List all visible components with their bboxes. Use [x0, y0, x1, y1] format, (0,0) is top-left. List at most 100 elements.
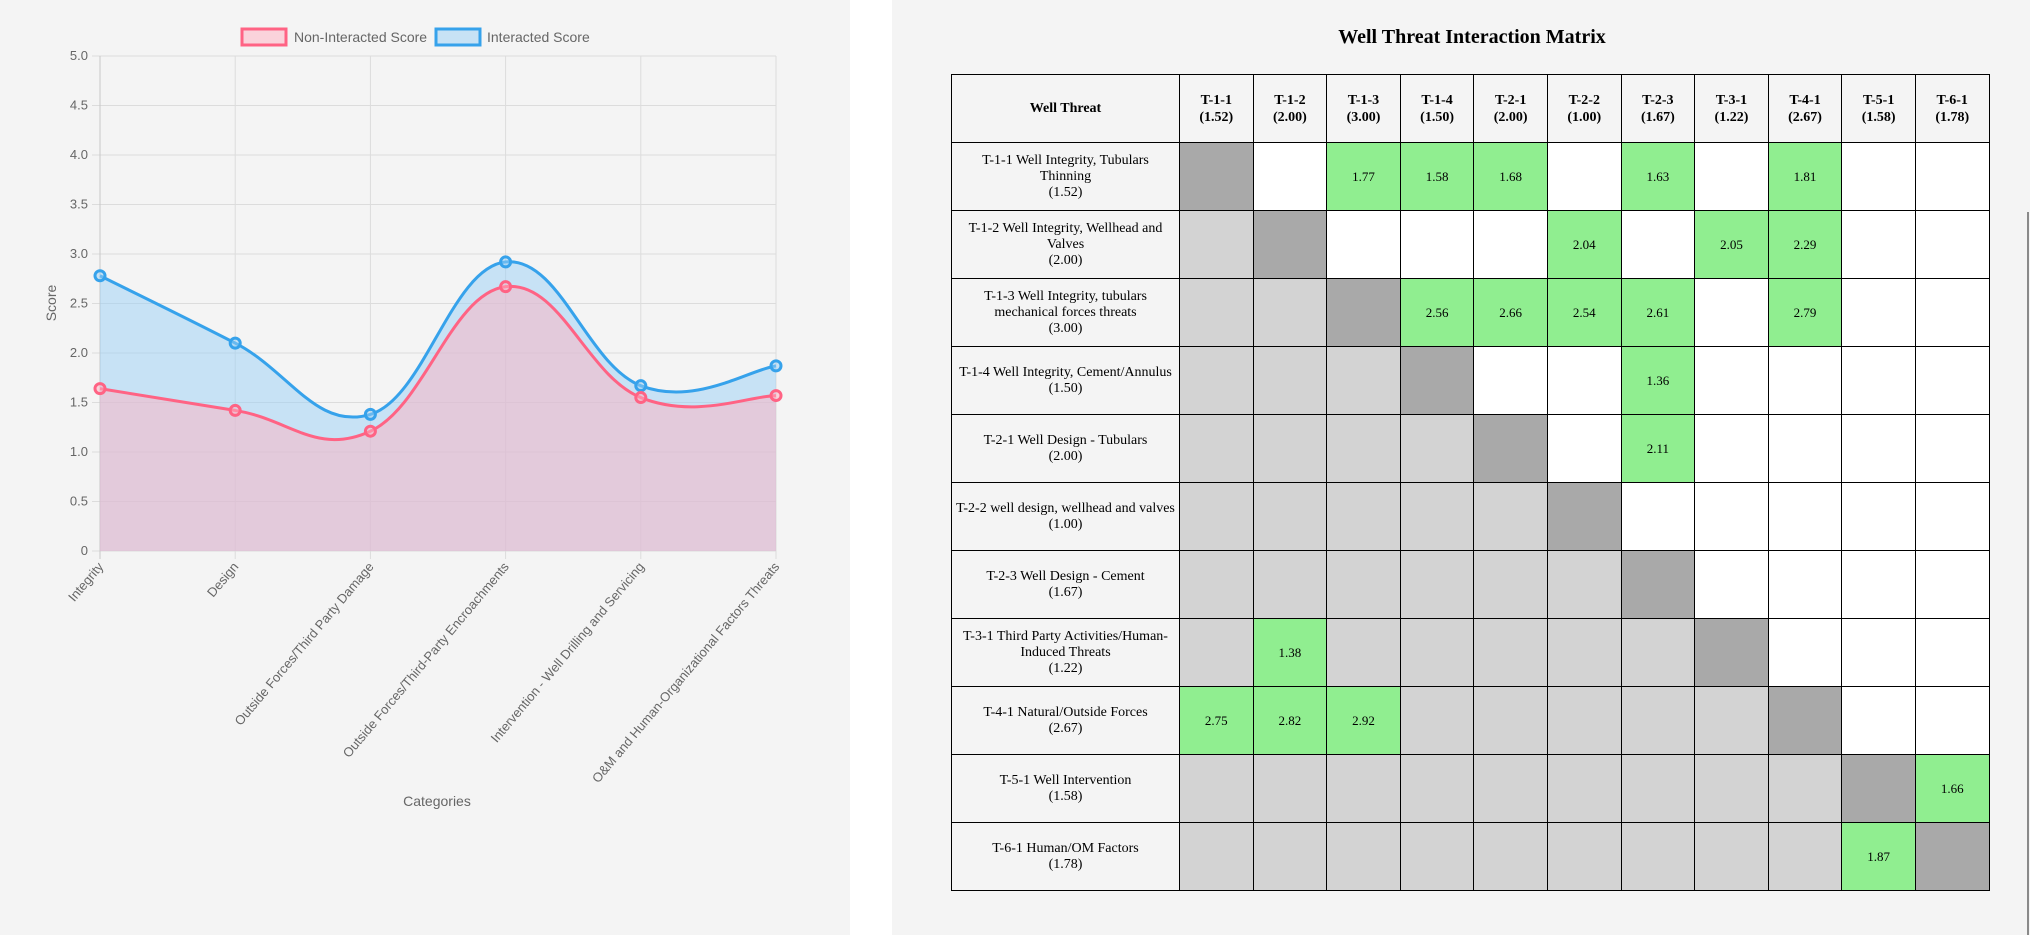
matrix-cell-lower	[1326, 346, 1401, 415]
matrix-cell-lower	[1399, 414, 1475, 483]
data-point-non-interacted[interactable]	[634, 391, 648, 405]
matrix-cell-diagonal	[1767, 686, 1843, 755]
matrix-cell-empty	[1767, 550, 1843, 619]
matrix-row: T-2-1 Well Design - Tubulars (2.00) 2.11	[951, 414, 1990, 483]
matrix-cell-lower	[1399, 618, 1475, 687]
column-header-id: T-2-3	[1642, 92, 1674, 108]
row-header-label: T-5-1 Well Intervention	[999, 772, 1132, 788]
row-header: T-1-4 Well Integrity, Cement/Annulus (1.5…	[951, 346, 1180, 415]
matrix-cell-interaction: 1.58	[1399, 142, 1475, 211]
data-point-interacted[interactable]	[499, 255, 513, 269]
vertical-scrollbar[interactable]	[2027, 212, 2029, 935]
matrix-cell-lower	[1694, 686, 1769, 755]
data-point-non-interacted[interactable]	[228, 403, 242, 417]
data-point-non-interacted[interactable]	[499, 280, 513, 294]
data-point-interacted[interactable]	[228, 336, 242, 350]
legend-swatch-non-interacted[interactable]	[240, 27, 288, 47]
matrix-cell-lower	[1252, 754, 1328, 823]
matrix-cell-lower	[1326, 618, 1401, 687]
matrix-cell-lower	[1546, 618, 1622, 687]
data-point-interacted[interactable]	[363, 407, 377, 421]
matrix-cell-lower	[1252, 482, 1328, 551]
matrix-cell-lower	[1399, 686, 1475, 755]
matrix-cell-lower	[1473, 550, 1548, 619]
column-header: T-4-1 (2.67)	[1767, 74, 1843, 143]
matrix-cell-lower	[1546, 822, 1622, 891]
matrix-cell-lower	[1179, 482, 1254, 551]
column-header: T-5-1 (1.58)	[1841, 74, 1916, 143]
row-header-score: (3.00)	[1048, 320, 1083, 336]
matrix-cell-empty	[1473, 210, 1548, 279]
legend-label-interacted[interactable]: Interacted Score	[487, 29, 590, 45]
y-tick-label: 2.5	[70, 296, 88, 311]
matrix-row: T-2-2 well design, wellhead and valves (1…	[951, 482, 1990, 551]
data-point-non-interacted[interactable]	[769, 389, 783, 403]
column-header-id: T-4-1	[1789, 92, 1821, 108]
column-header: T-6-1 (1.78)	[1914, 74, 1990, 143]
matrix-cell-interaction: 2.66	[1473, 278, 1548, 347]
matrix-cell-empty	[1841, 482, 1916, 551]
matrix-cell-empty	[1914, 482, 1990, 551]
matrix-cell-empty	[1694, 278, 1769, 347]
matrix-cell-lower	[1473, 618, 1548, 687]
matrix-cell-lower	[1179, 822, 1254, 891]
matrix-cell-diagonal	[1326, 278, 1401, 347]
data-point-interacted[interactable]	[634, 379, 648, 393]
legend-swatch-interacted[interactable]	[434, 27, 482, 47]
matrix-cell-empty	[1546, 414, 1622, 483]
matrix-cell-diagonal	[1620, 550, 1696, 619]
matrix-row: T-1-3 Well Integrity, tubulars mechanica…	[951, 278, 1990, 347]
legend-label-non-interacted[interactable]: Non-Interacted Score	[294, 29, 427, 45]
matrix-cell-lower	[1179, 754, 1254, 823]
matrix-cell-empty	[1914, 278, 1990, 347]
data-point-interacted[interactable]	[769, 359, 783, 373]
matrix-cell-lower	[1252, 550, 1328, 619]
matrix-cell-empty	[1767, 414, 1843, 483]
row-header-label: T-6-1 Human/OM Factors	[992, 840, 1139, 856]
column-header-id: T-6-1	[1936, 92, 1968, 108]
matrix-row: T-1-1 Well Integrity, Tubulars Thinning(…	[951, 142, 1990, 211]
matrix-cell-interaction: 2.11	[1620, 414, 1696, 483]
x-tick-label: Integrity	[65, 559, 107, 604]
row-header-label: T-1-1 Well Integrity, Tubulars Thinning	[982, 152, 1149, 184]
matrix-row: T-6-1 Human/OM Factors (1.78) 1.87	[951, 822, 1990, 891]
area-fill-non-interacted	[100, 286, 776, 551]
chart-legend: Non-Interacted Score Interacted Score	[240, 27, 590, 47]
matrix-cell-empty	[1841, 686, 1916, 755]
matrix-cell-empty	[1620, 482, 1696, 551]
matrix-cell-interaction: 1.81	[1767, 142, 1843, 211]
matrix-row: T-3-1 Third Party Activities/Human-Induc…	[951, 618, 1990, 687]
column-header-id: T-1-3	[1347, 92, 1380, 108]
matrix-cell-lower	[1620, 822, 1696, 891]
matrix-cell-empty	[1767, 482, 1843, 551]
corner-header: Well Threat	[951, 74, 1180, 143]
data-point-interacted[interactable]	[93, 269, 107, 283]
matrix-row: T-5-1 Well Intervention (1.58) 1.66	[951, 754, 1990, 823]
row-header: T-6-1 Human/OM Factors (1.78)	[951, 822, 1180, 891]
matrix-cell-empty	[1914, 414, 1990, 483]
row-header: T-3-1 Third Party Activities/Human-Induc…	[951, 618, 1180, 687]
row-header: T-2-3 Well Design - Cement (1.67)	[951, 550, 1180, 619]
x-axis-title: Categories	[403, 793, 471, 809]
matrix-cell-empty	[1546, 346, 1622, 415]
matrix-cell-lower	[1399, 822, 1475, 891]
data-point-non-interacted[interactable]	[93, 382, 107, 396]
column-header: T-1-3 (3.00)	[1326, 74, 1401, 143]
matrix-cell-interaction: 2.29	[1767, 210, 1843, 279]
row-header-score: (1.50)	[1048, 380, 1083, 396]
matrix-cell-lower	[1694, 822, 1769, 891]
matrix-cell-diagonal	[1546, 482, 1622, 551]
matrix-cell-lower	[1326, 754, 1401, 823]
row-header-score: (1.78)	[1048, 856, 1083, 872]
row-header-label: T-4-1 Natural/Outside Forces	[983, 704, 1148, 720]
column-header-score: (1.52)	[1199, 109, 1234, 125]
row-header-label: T-2-1 Well Design - Tubulars	[983, 432, 1148, 448]
matrix-cell-interaction: 1.77	[1326, 142, 1401, 211]
matrix-cell-empty	[1841, 210, 1916, 279]
matrix-cell-empty	[1694, 142, 1769, 211]
y-tick-label: 4.0	[70, 147, 88, 162]
column-header-score: (3.00)	[1346, 109, 1381, 125]
line-chart: 0 0.5 1.0 1.5 2.0 2.5 3.0 3.5 4.0 4.5 5.0 Integrit…	[43, 27, 783, 809]
y-tick-label: 3.0	[70, 246, 88, 261]
data-point-non-interacted[interactable]	[363, 424, 377, 438]
